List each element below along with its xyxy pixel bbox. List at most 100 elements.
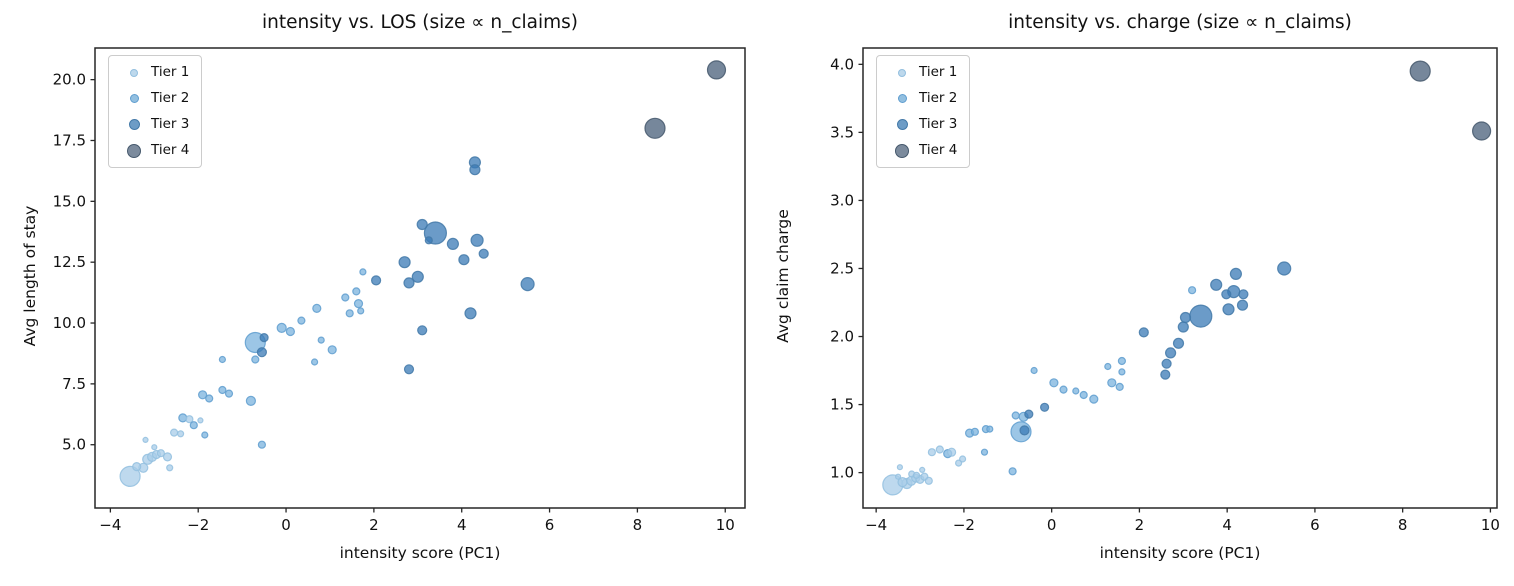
panel-title-los: intensity vs. LOS (size ∝ n_claims): [262, 12, 578, 33]
data-point-tier-2: [327, 345, 337, 355]
y-tick-label: 3.5: [830, 123, 854, 141]
y-tick-label: 17.5: [53, 131, 86, 149]
y-tick-label: 12.5: [53, 253, 86, 271]
legend-label: Tier 3: [151, 115, 190, 132]
data-point-tier-2: [198, 390, 208, 400]
data-point-tier-2: [285, 326, 295, 337]
y-tick-label: 2.5: [830, 259, 854, 277]
data-point-tier-3: [1165, 347, 1177, 359]
y-tick-label: 1.5: [830, 396, 854, 414]
data-point-tier-1: [119, 465, 141, 487]
data-point-tier-4: [706, 60, 727, 80]
y-tick-label: 2.0: [830, 328, 854, 346]
data-point-tier-2: [1059, 385, 1068, 394]
data-point-tier-2: [297, 316, 306, 325]
data-point-tier-3: [458, 254, 470, 266]
panel-title-charge: intensity vs. charge (size ∝ n_claims): [1008, 12, 1352, 33]
data-point-tier-3: [1221, 289, 1232, 300]
data-point-tier-2: [224, 389, 234, 398]
y-ticks: 1.0 1.5 2.0 2.5 3.0 3.5 4.0: [830, 55, 863, 482]
y-tick-label: 7.5: [62, 375, 86, 393]
legend-swatch-icon: [128, 119, 140, 130]
data-point-tier-2: [317, 336, 325, 344]
legend-swatch-icon: [127, 143, 141, 158]
data-point-tier-1: [919, 466, 926, 473]
data-point-tier-2: [1107, 378, 1117, 388]
data-point-tier-1: [166, 464, 174, 472]
data-point-tier-2: [311, 358, 319, 366]
data-point-tier-1: [151, 444, 158, 451]
data-point-tier-1: [197, 417, 204, 424]
data-point-tier-1: [177, 430, 185, 438]
data-point-tier-3: [478, 248, 489, 259]
data-point-tier-1: [185, 415, 194, 424]
data-point-tier-3: [417, 325, 428, 336]
legend-label: Tier 4: [151, 141, 190, 158]
data-point-tier-2: [1115, 382, 1124, 391]
data-point-tier-3: [424, 236, 433, 245]
data-point-tier-3: [1222, 303, 1235, 316]
data-point-tier-2: [218, 355, 226, 364]
legend-label: Tier 4: [919, 141, 958, 158]
data-point-tier-3: [403, 277, 415, 289]
plot-frame: [862, 47, 1498, 509]
y-tick-label: 5.0: [62, 436, 86, 454]
data-point-tier-1: [170, 428, 179, 437]
data-point-tier-3: [446, 237, 459, 250]
data-point-tier-3: [398, 256, 411, 269]
x-axis-label-charge: intensity score (PC1): [1099, 544, 1261, 562]
data-point-tier-3: [1160, 369, 1171, 380]
data-point-tier-3: [464, 307, 477, 320]
data-point-tier-3: [1189, 304, 1213, 328]
y-axis-label-los: Avg length of stay: [21, 205, 39, 347]
data-point-tier-2: [1008, 467, 1017, 476]
data-point-tier-3: [1238, 289, 1249, 300]
data-point-tier-2: [353, 299, 364, 309]
y-tick-label: 20.0: [53, 71, 86, 89]
data-point-tier-2: [218, 385, 227, 395]
x-tick-label: −4: [865, 516, 887, 534]
data-point-tier-3: [1236, 299, 1249, 311]
y-tick-label: 3.0: [830, 191, 854, 209]
data-point-tier-2: [1118, 368, 1126, 376]
data-point-tier-2: [1104, 362, 1112, 371]
legend-swatch-icon: [897, 94, 907, 103]
legend-label: Tier 3: [919, 115, 958, 132]
data-point-tier-4: [644, 117, 666, 139]
data-point-tier-2: [1072, 387, 1080, 395]
data-points: [882, 60, 1492, 496]
x-ticks: −4 −2 0 2 4 6 8 10: [99, 508, 735, 534]
x-tick-label: 8: [633, 516, 643, 534]
data-point-tier-2: [1011, 411, 1020, 420]
data-point-tier-2: [341, 293, 350, 302]
data-point-tier-3: [1179, 311, 1192, 324]
data-point-tier-3: [469, 164, 481, 176]
data-point-tier-2: [312, 303, 322, 313]
data-point-tier-2: [205, 394, 214, 403]
data-point-tier-2: [189, 421, 198, 430]
data-point-tier-3: [520, 277, 535, 292]
legend-swatch-icon: [129, 94, 139, 103]
data-point-tier-3: [256, 347, 267, 358]
data-point-tier-3: [1210, 278, 1223, 291]
plot-area-charge: −4 −2 0 2 4 6 8 10 1.0 1.5 2.0 2.5 3.0 3.5 4.0: [830, 47, 1500, 534]
data-point-tier-2: [359, 268, 367, 276]
data-point-tier-2: [251, 355, 260, 364]
legend-item-tier-4: Tier 4: [119, 141, 189, 160]
data-point-tier-3: [1019, 425, 1030, 436]
data-point-tier-3: [470, 233, 484, 247]
data-point-tier-3: [411, 270, 424, 283]
legend-swatch-icon: [898, 68, 906, 77]
data-point-tier-3: [1024, 409, 1034, 419]
data-point-tier-2: [276, 322, 287, 333]
data-point-tier-3: [1172, 337, 1185, 349]
y-tick-label: 10.0: [53, 314, 86, 332]
data-point-tier-2: [970, 427, 979, 436]
data-point-tier-1: [142, 436, 149, 443]
legend-item-tier-1: Tier 1: [119, 63, 189, 82]
data-point-tier-2: [201, 431, 209, 439]
y-tick-label: 1.0: [830, 464, 854, 482]
x-tick-label: −2: [953, 516, 975, 534]
data-point-tier-1: [132, 462, 142, 472]
x-tick-label: 0: [281, 516, 291, 534]
